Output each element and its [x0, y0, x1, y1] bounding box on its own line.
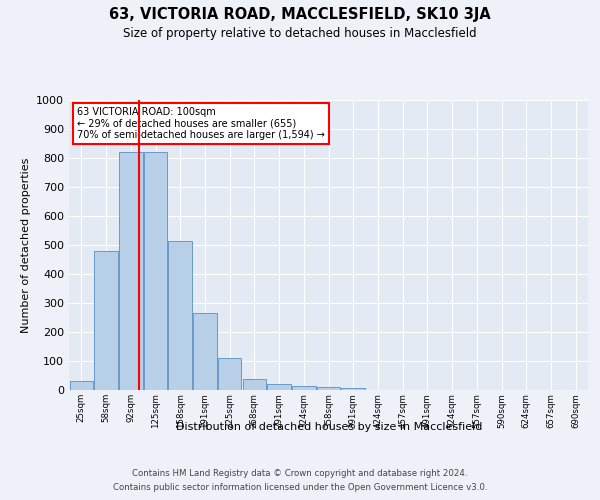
Bar	[341, 388, 365, 390]
Text: 63 VICTORIA ROAD: 100sqm
← 29% of detached houses are smaller (655)
70% of semi-: 63 VICTORIA ROAD: 100sqm ← 29% of detach…	[77, 108, 325, 140]
Text: Contains HM Land Registry data © Crown copyright and database right 2024.: Contains HM Land Registry data © Crown c…	[132, 469, 468, 478]
Bar	[70, 382, 93, 390]
Text: Size of property relative to detached houses in Macclesfield: Size of property relative to detached ho…	[123, 28, 477, 40]
Bar	[94, 251, 118, 390]
Text: Contains public sector information licensed under the Open Government Licence v3: Contains public sector information licen…	[113, 482, 487, 492]
Text: Distribution of detached houses by size in Macclesfield: Distribution of detached houses by size …	[176, 422, 482, 432]
Bar	[218, 358, 241, 390]
Bar	[119, 152, 143, 390]
Bar	[169, 240, 192, 390]
Bar	[193, 313, 217, 390]
Bar	[242, 379, 266, 390]
Bar	[144, 152, 167, 390]
Bar	[268, 384, 291, 390]
Bar	[292, 386, 316, 390]
Y-axis label: Number of detached properties: Number of detached properties	[20, 158, 31, 332]
Text: 63, VICTORIA ROAD, MACCLESFIELD, SK10 3JA: 63, VICTORIA ROAD, MACCLESFIELD, SK10 3J…	[109, 8, 491, 22]
Bar	[317, 387, 340, 390]
